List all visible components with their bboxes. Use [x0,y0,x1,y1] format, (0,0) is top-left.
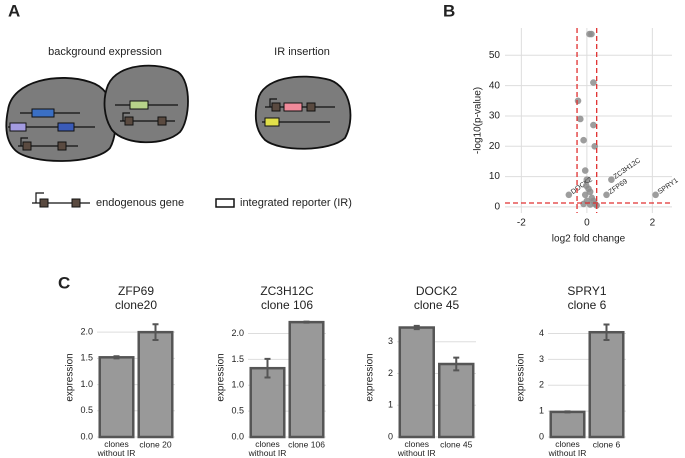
y-tick-label: 3 [388,336,393,346]
y-axis-label: expression [516,353,527,401]
point [652,191,659,199]
legend: endogenous gene integrated reporter (IR) [32,192,352,209]
y-tick-label: 0.5 [80,405,93,415]
point [574,97,582,105]
y-axis-label: expression [365,353,376,401]
y-tick-label: 0.0 [231,431,244,441]
y-axis-label: expression [216,353,227,401]
x-tick-label: clones without IR [248,439,287,458]
y-tick-label: 1.5 [231,354,244,364]
panel-label: B [443,1,455,20]
y-tick-label: 1 [539,406,544,416]
error-bar [264,357,271,379]
y-tick-label: 30 [489,111,501,122]
legend-label: integrated reporter (IR) [240,197,352,209]
point [590,79,597,86]
y-tick-label: 2 [539,380,544,390]
y-tick-label: 50 [489,50,501,61]
x-tick-label: -2 [517,218,526,229]
point-label: SPRY1 [657,177,680,196]
point [586,201,594,208]
chart-title: SPRY1 clone 6 [567,284,606,312]
legend-label: endogenous gene [96,197,184,209]
chart-title: DOCK2 clone 45 [414,284,460,312]
x-tick-label: clones without IR [548,439,587,458]
point [588,30,595,38]
point [577,115,584,123]
y-tick-label: 2.0 [80,327,93,337]
point [608,176,615,183]
y-tick-label: 1 [388,400,393,410]
error-bar [564,410,571,414]
chart-title: ZFP69 clone20 [115,284,157,312]
x-tick-label: clones without IR [397,439,436,458]
y-tick-label: 0 [539,431,544,441]
error-bar [152,323,159,342]
panel-label: C [58,273,70,292]
point [582,182,590,190]
chart-title: ZC3H12C clone 106 [260,284,314,312]
y-tick-label: 2 [388,368,393,378]
bar [549,410,586,439]
point [590,121,597,129]
point [583,176,591,183]
y-tick-label: 1.5 [80,353,93,363]
y-axis-label: expression [65,353,76,401]
y-tick-label: 4 [539,328,544,338]
panel-label: A [8,1,20,20]
point [603,191,610,199]
x-tick-label: 2 [650,218,656,229]
y-tick-label: 0.5 [231,406,244,416]
x-tick-label: 0 [584,218,590,229]
error-bar [303,320,310,324]
bar [438,362,475,439]
y-tick-label: 3 [539,354,544,364]
y-axis-label: -log10(p-value) [473,87,484,154]
bar [588,330,625,439]
bar [249,366,286,439]
y-tick-label: 0 [494,202,500,213]
diagram-title: background expression [48,46,162,58]
y-tick-label: 1.0 [80,379,93,389]
y-tick-label: 2.0 [231,328,244,338]
point-label: ZC3H12C [613,157,643,181]
bar [98,356,135,439]
x-tick-label: clone 106 [288,439,325,449]
error-bar [603,323,610,341]
error-bar [113,355,120,360]
y-tick-label: 0.0 [80,431,93,441]
cells [5,64,352,162]
point [581,191,589,199]
error-bar [453,356,460,372]
y-tick-label: 1.0 [231,380,244,390]
point [580,200,587,208]
x-tick-label: clone 6 [593,439,621,449]
y-tick-label: 10 [489,171,501,182]
bar [398,326,435,439]
bar [137,330,174,439]
point [565,191,573,199]
bar [288,320,325,439]
x-tick-label: clone 45 [440,439,472,449]
point [580,136,587,144]
y-tick-label: 40 [489,80,501,91]
error-bar [413,324,420,331]
y-tick-label: 0 [388,431,393,441]
diagram-title: IR insertion [274,46,330,58]
x-tick-label: clones without IR [97,439,136,458]
y-tick-label: 20 [489,141,501,152]
point [586,188,594,196]
x-tick-label: clone 20 [139,439,171,449]
x-axis-label: log2 fold change [552,234,626,245]
point [581,167,589,174]
